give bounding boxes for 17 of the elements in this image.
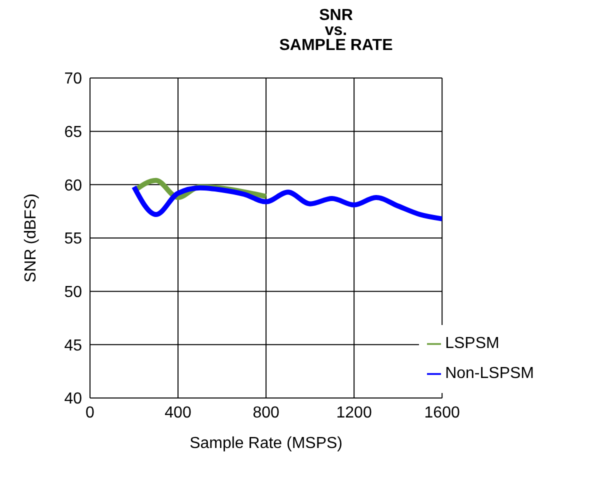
y-tick-label: 55 xyxy=(64,230,82,248)
x-tick-label: 800 xyxy=(252,404,280,422)
y-tick-label: 70 xyxy=(64,70,82,88)
chart-title: SNR vs. SAMPLE RATE xyxy=(278,7,394,54)
x-tick-label: 1600 xyxy=(424,404,460,422)
y-tick-label: 40 xyxy=(64,390,82,408)
y-tick-label: 50 xyxy=(64,284,82,302)
legend-label: Non-LSPSM xyxy=(445,365,534,382)
y-tick-label: 45 xyxy=(64,337,82,354)
y-axis-title: SNR (dBFS) xyxy=(22,194,40,282)
y-tick-label: 60 xyxy=(64,177,82,194)
x-tick-label: 0 xyxy=(86,404,95,422)
y-tick-label: 65 xyxy=(64,124,82,142)
x-tick-label: 1200 xyxy=(336,404,372,422)
legend-label: LSPSM xyxy=(445,335,500,352)
x-tick-label: 400 xyxy=(164,404,192,422)
x-axis-title: Sample Rate (MSPS) xyxy=(190,435,343,452)
